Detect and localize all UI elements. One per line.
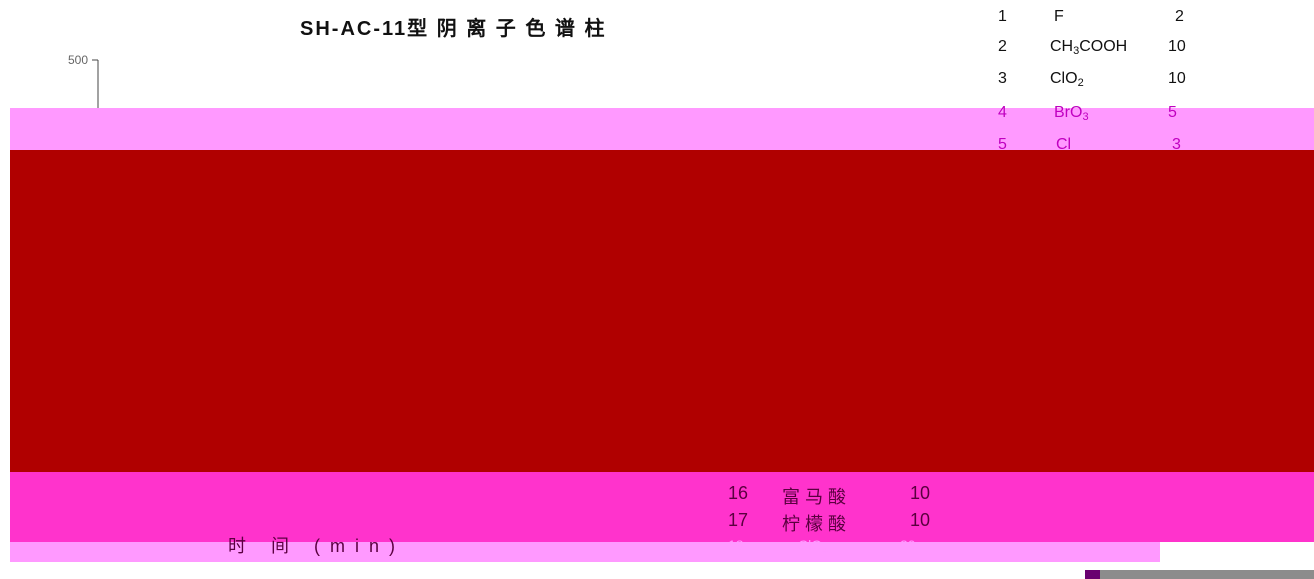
legend-row: 16 富 马 酸 10 xyxy=(720,483,960,509)
legend-name: ClO4 xyxy=(798,537,829,556)
x-axis-title: 时 间 (min) xyxy=(228,536,405,556)
legend-row: 5 Cl 3 xyxy=(980,136,1310,156)
legend-name: 富 马 酸 xyxy=(782,487,847,507)
legend-index: 18 xyxy=(728,537,744,553)
overlay-band-red xyxy=(10,150,1314,472)
legend-row: 17 柠 檬 酸 10 xyxy=(720,510,960,536)
chart-title: SH-AC-11型 阴 离 子 色 谱 柱 xyxy=(300,18,607,40)
legend-name: Cl xyxy=(1056,136,1072,153)
legend-conc: 10 xyxy=(1168,38,1186,55)
y-tick-label: 500 xyxy=(68,53,88,67)
legend-conc: 10 xyxy=(910,483,931,503)
overlay-dark-block xyxy=(1085,570,1100,579)
legend-index: 5 xyxy=(998,136,1007,153)
bottom-compound-legend: 16 富 马 酸 10 17 柠 檬 酸 10 18 ClO4 20 xyxy=(720,481,980,571)
legend-conc: 10 xyxy=(1168,70,1186,87)
overlay-band-magenta xyxy=(10,472,1314,542)
legend-row: 4 BrO3 5 xyxy=(980,104,1310,128)
legend-index: 1 xyxy=(998,8,1007,25)
overlay-band-pink-bottom xyxy=(10,542,1160,562)
legend-index: 3 xyxy=(998,70,1007,87)
legend-conc: 10 xyxy=(910,510,931,530)
legend-conc: 5 xyxy=(1168,104,1177,121)
legend-name: F xyxy=(1054,8,1064,25)
legend-name: BrO3 xyxy=(1054,104,1089,123)
legend-name: CH3COOH xyxy=(1050,38,1128,57)
legend-index: 4 xyxy=(998,104,1007,121)
legend-index: 16 xyxy=(728,483,749,503)
legend-index: 2 xyxy=(998,38,1007,55)
legend-row: 2 CH3COOH 10 xyxy=(980,38,1310,62)
legend-row: 1 F 2 xyxy=(980,8,1310,32)
legend-row: 18 ClO4 20 xyxy=(720,537,960,563)
legend-conc: 2 xyxy=(1175,8,1184,25)
legend-index: 17 xyxy=(728,510,749,530)
legend-conc: 3 xyxy=(1172,136,1181,153)
legend-name: ClO2 xyxy=(1050,70,1084,89)
legend-name: 柠 檬 酸 xyxy=(782,514,847,534)
compound-legend: 1 F 2 2 CH3COOH 10 3 ClO2 10 4 BrO3 5 5 … xyxy=(980,6,1310,156)
overlay-gray-block xyxy=(1100,570,1314,579)
legend-conc: 20 xyxy=(900,537,916,553)
legend-row: 3 ClO2 10 xyxy=(980,70,1310,94)
